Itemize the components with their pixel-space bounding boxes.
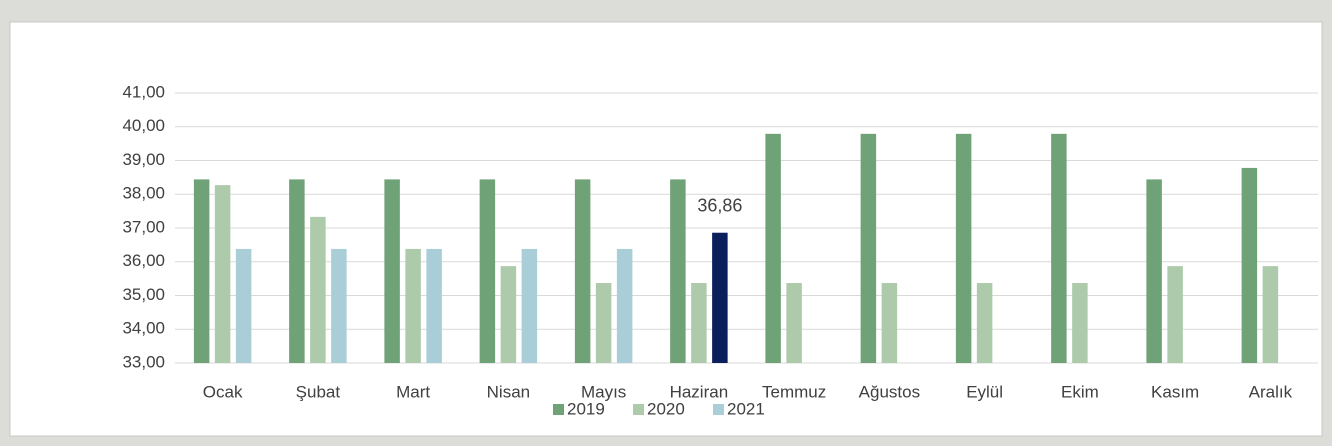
legend-swatch [713, 404, 724, 415]
bar [712, 232, 728, 363]
bar [289, 179, 305, 363]
y-tick-label: 34,00 [122, 319, 165, 338]
data-label: 36,86 [697, 195, 742, 215]
y-tick-label: 38,00 [122, 184, 165, 203]
legend-swatch [553, 404, 564, 415]
x-tick-label: Mart [396, 382, 430, 401]
bar [500, 266, 517, 363]
y-tick-label: 33,00 [122, 352, 165, 371]
bar [1146, 179, 1162, 363]
bar [616, 248, 633, 363]
bar [574, 179, 591, 363]
bar [521, 248, 538, 363]
bar [193, 179, 210, 363]
bar [426, 248, 442, 363]
bar [214, 185, 231, 363]
bar [1072, 283, 1088, 363]
bar [595, 283, 612, 363]
bar [670, 179, 686, 363]
legend-label: 2020 [647, 399, 685, 418]
bar [1051, 133, 1067, 363]
y-tick-label: 40,00 [122, 116, 165, 135]
bar [479, 179, 496, 363]
bar [691, 283, 707, 363]
x-tick-label: Temmuz [762, 382, 826, 401]
bar [384, 179, 400, 363]
legend-label: 2021 [727, 399, 765, 418]
legend-label: 2019 [567, 399, 605, 418]
x-tick-label: Kasım [1151, 382, 1199, 401]
x-tick-label: Ağustos [859, 382, 920, 401]
x-tick-label: Aralık [1249, 382, 1293, 401]
bar [955, 133, 972, 363]
x-tick-label: Nisan [487, 382, 530, 401]
x-tick-label: Ekim [1061, 382, 1099, 401]
x-tick-label: Mayıs [581, 382, 626, 401]
bar [405, 248, 421, 363]
bar [235, 248, 252, 363]
x-tick-label: Şubat [296, 382, 341, 401]
y-tick-label: 37,00 [122, 217, 165, 236]
y-tick-label: 41,00 [122, 82, 165, 101]
bar [976, 283, 993, 363]
legend-swatch [633, 404, 644, 415]
bar [1262, 266, 1279, 363]
x-tick-label: Ocak [203, 382, 243, 401]
bar [765, 133, 781, 363]
x-tick-label: Eylül [966, 382, 1003, 401]
y-tick-label: 35,00 [122, 285, 165, 304]
y-tick-label: 36,00 [122, 251, 165, 270]
bar [331, 248, 347, 363]
bar [1167, 266, 1183, 363]
bar [1241, 167, 1258, 363]
bar [860, 133, 877, 363]
y-tick-label: 39,00 [122, 150, 165, 169]
bar [881, 283, 898, 363]
x-tick-label: Haziran [670, 382, 729, 401]
bar [786, 283, 802, 363]
bar [310, 216, 326, 363]
